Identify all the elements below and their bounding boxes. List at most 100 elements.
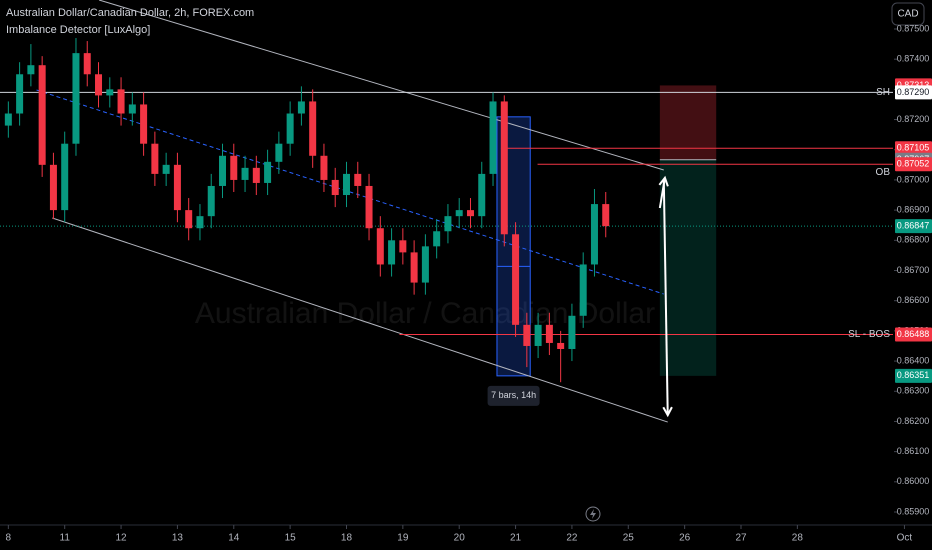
y-tick-label: 0.86700 [897,265,930,275]
x-tick-label: 18 [341,533,353,544]
x-tick-label: 13 [172,533,184,544]
candle-body [27,65,35,75]
candle-body [61,143,69,211]
level-label: SH [876,87,890,98]
candle-body [365,185,373,229]
price-badge-label: 0.87290 [897,87,930,97]
candle-body [466,210,474,217]
x-tick-label: 26 [679,533,691,544]
y-tick-label: 0.86900 [897,204,930,214]
x-tick-label: 12 [115,533,127,544]
price-badge-label: 0.87313 [897,80,930,90]
candle-body [342,173,350,196]
candle-body [83,53,91,75]
price-badge-label: 0.86351 [897,370,930,380]
candle-body [376,228,384,265]
price-badge-label: 0.87052 [897,159,930,169]
candle-body [455,210,463,217]
currency-button[interactable] [891,2,925,26]
candle-body [128,104,136,114]
indicator-name: Imbalance Detector [LuxAlgo] [6,24,150,36]
level-label: OB [876,167,891,178]
candle-body [16,74,24,114]
candle-body [534,324,542,346]
channel-midline [36,89,664,295]
candle-body [478,173,486,217]
candle-body [354,173,362,186]
y-tick-label: 0.87000 [897,174,930,184]
arrow-head [658,175,669,187]
arrow-head [662,406,673,418]
chart-title: Australian Dollar/Canadian Dollar, 2h, F… [6,7,254,19]
y-tick-label: 0.85900 [897,506,930,516]
price-badge [895,368,932,383]
candle-body [241,167,249,180]
candle-body [399,240,407,253]
price-badge [895,327,932,342]
candle-body [151,143,159,174]
price-badge [895,219,932,234]
channel-line [98,0,664,171]
price-badge [895,141,932,156]
candle-body [331,179,339,196]
candle-body [252,167,260,183]
candle-body [275,143,283,162]
x-tick-label: 25 [623,533,635,544]
candle-body [602,204,610,227]
x-tick-label: 14 [228,533,240,544]
candle-body [568,315,576,349]
y-tick-label: 0.87400 [897,54,930,64]
x-tick-label: 21 [510,533,522,544]
candle-body [320,155,328,180]
x-tick-label: 11 [60,533,71,544]
y-tick-label: 0.86100 [897,446,930,456]
candle-body [185,210,193,229]
y-tick-label: 0.87200 [897,114,930,124]
candle-body [557,342,565,349]
candle-body [512,234,520,325]
price-badge [895,85,932,100]
candle-body [421,246,429,283]
x-tick-label: 8 [6,533,12,544]
y-tick-label: 0.86300 [897,386,930,396]
candle-body [523,324,531,346]
y-tick-label: 0.87500 [897,23,930,33]
candle-body [117,89,125,114]
lightning-icon[interactable] [585,506,601,522]
candle-body [433,231,441,247]
price-badge [895,157,932,172]
x-tick-label: 27 [735,533,747,544]
watermark: Australian Dollar / Canadian Dollar [195,297,655,330]
y-tick-label: 0.86600 [897,295,930,305]
candle-body [207,185,215,217]
candle-body [309,101,317,156]
x-tick-label: Oct [897,533,913,544]
candle-body [444,216,452,232]
candle-body [264,161,272,183]
candle-body [173,164,181,211]
target-zone [659,159,717,376]
candle-body [545,324,553,343]
price-badge-label: 0.86488 [897,329,930,339]
x-tick-label: 28 [792,533,804,544]
x-tick-label: 20 [454,533,466,544]
candle-body [95,74,103,96]
y-tick-label: 0.86400 [897,355,930,365]
y-tick-label: 0.86200 [897,416,930,426]
candle-body [230,155,238,180]
candle-body [489,101,497,174]
x-tick-label: 19 [397,533,409,544]
date-range-label: 7 bars, 14h [491,390,536,400]
candle-body [286,113,294,144]
arrow-line [662,179,669,416]
candle-body [590,204,598,265]
candle-body [410,252,418,283]
plot-area: Australian Dollar / Canadian Dollar 7 bar… [0,0,893,423]
candle-body [219,155,227,186]
candle-body [500,101,508,235]
candle-body [38,65,46,165]
currency-label: CAD [897,9,918,20]
candle-body [49,164,57,211]
candle-body [297,101,305,114]
candle-body [140,104,148,144]
